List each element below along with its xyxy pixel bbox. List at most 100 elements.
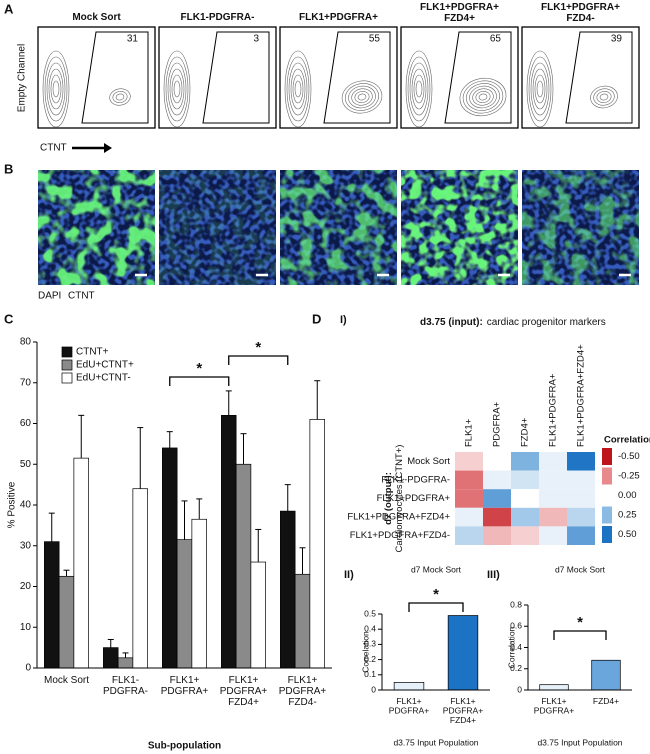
error-bar	[240, 433, 247, 465]
sub-label: I)	[340, 314, 347, 326]
y-tick-label: 0	[517, 684, 522, 694]
legend-swatch	[61, 359, 73, 371]
error-bar	[299, 547, 306, 575]
x-tick-label-line: FLK1+	[229, 675, 259, 686]
flow-title-line: FLK1-PDGFRA-	[181, 12, 255, 23]
x-tick-label: FLK1+ PDGFRA+ FZD4+	[220, 675, 268, 708]
colorbar-swatch	[602, 506, 612, 524]
x-tick-label: FLK1+ PDGFRA+	[389, 696, 429, 716]
contour	[341, 80, 383, 114]
x-tick-label-line: FLK1+	[396, 696, 421, 706]
y-axis-label: Correlation	[506, 626, 516, 668]
legend-swatch	[61, 346, 73, 358]
x-tick-label: FLK1-PDGFRA-	[103, 675, 148, 697]
x-tick-label: FLK1+ PDGFRA+ FZD4+	[443, 696, 483, 725]
flow-title: FLK1+PDGFRA+	[299, 12, 378, 23]
panel-label: C	[4, 311, 14, 326]
heatmap-cell	[511, 489, 539, 508]
row-label: FLK1-PDGFRA-	[381, 474, 450, 485]
y-tick-label: 0	[371, 684, 376, 694]
flow-title-line: FZD4-	[566, 13, 594, 24]
error-bar	[107, 638, 114, 648]
flow-title: Mock Sort	[72, 12, 121, 23]
heatmap-cell	[511, 526, 539, 545]
contour	[48, 68, 64, 110]
contour	[163, 50, 191, 128]
panel-label: D	[312, 311, 321, 326]
y-tick-label: 10	[20, 622, 32, 633]
error-bar	[255, 528, 262, 563]
bar	[591, 659, 621, 691]
column-label: FZD4+	[520, 417, 531, 447]
y-tick-label: 0.2	[364, 654, 376, 664]
contour	[409, 62, 429, 116]
colorbar-swatch	[602, 487, 612, 504]
x-tick-label-line: FLK1+	[450, 696, 475, 706]
significance-bracket	[228, 355, 289, 365]
flow-x-label: CTNT	[40, 143, 67, 154]
y-tick-label: 50	[20, 459, 32, 470]
x-tick-label-line: FZD4+	[450, 715, 476, 725]
contour	[593, 88, 615, 106]
y-axis-label-line: d7 (output):	[383, 472, 394, 525]
y-axis-label-line: Cardiomyocytes (CTNT+)	[394, 445, 405, 553]
contour	[171, 74, 183, 104]
contour	[475, 91, 491, 103]
heatmap-cell	[567, 526, 595, 545]
row-label: FLK1+PDGFRA+	[377, 493, 451, 504]
error-bar	[284, 484, 291, 512]
chart-title: d7 Mock Sort	[555, 564, 606, 574]
bar	[58, 575, 75, 669]
legend-label: EdU+CTNT+	[76, 360, 134, 371]
contour	[459, 77, 507, 117]
flow-plot-frame	[279, 26, 398, 129]
flow-title-line: FLK1+PDGFRA+	[299, 12, 378, 23]
significance-bracket	[553, 630, 607, 640]
contour	[109, 88, 131, 106]
x-tick-label-line: PDGFRA+	[220, 686, 268, 697]
y-tick-label: 0	[25, 663, 31, 674]
flow-title-line: FLK1+PDGFRA+	[420, 2, 499, 13]
chart-title: d3.75 (input): cardiac progenitor markers	[420, 317, 606, 328]
x-tick-label-line: FZD4+	[593, 696, 619, 706]
bar	[309, 419, 325, 669]
flow-title-line: FZD4+	[444, 13, 475, 24]
error-bar	[181, 500, 188, 540]
image-legend: DAPI	[38, 291, 61, 302]
column-label: FLK1+PDGFRA+FZD4+	[576, 344, 587, 447]
contour	[112, 91, 128, 103]
x-tick-label-line: PDGFRA+	[161, 686, 209, 697]
x-tick-label-line: PDGFRA-	[103, 686, 148, 697]
bar	[447, 615, 479, 691]
heatmap-cell	[567, 470, 595, 490]
contour	[167, 62, 187, 116]
legend-swatch	[61, 372, 73, 384]
bar	[162, 447, 178, 669]
contour	[294, 80, 302, 98]
heatmap-cell	[567, 489, 595, 508]
heatmap-cell	[511, 507, 539, 527]
x-tick-label: FLK1+ PDGFRA+	[161, 675, 209, 697]
sub-label: II)	[344, 569, 354, 581]
flow-plot-frame	[521, 26, 640, 129]
gate-percentage: 39	[611, 34, 623, 45]
y-tick-label: 0.4	[364, 623, 376, 633]
contour	[42, 50, 70, 128]
error-bar	[137, 427, 144, 489]
heatmap-cell	[455, 452, 483, 471]
contour	[536, 80, 544, 98]
contour	[284, 50, 312, 128]
contour	[411, 68, 427, 110]
bar	[44, 541, 60, 669]
column-label: PDGFRA+	[492, 401, 503, 447]
heatmap-cell	[567, 452, 595, 471]
contour	[413, 74, 425, 104]
error-bar	[225, 390, 232, 416]
contour	[478, 93, 488, 101]
error-bar	[48, 512, 55, 542]
bar	[132, 488, 148, 669]
flow-title-line: FLK1+PDGFRA+	[541, 2, 620, 13]
bar	[176, 539, 193, 669]
y-tick-label: 0.8	[510, 599, 522, 609]
